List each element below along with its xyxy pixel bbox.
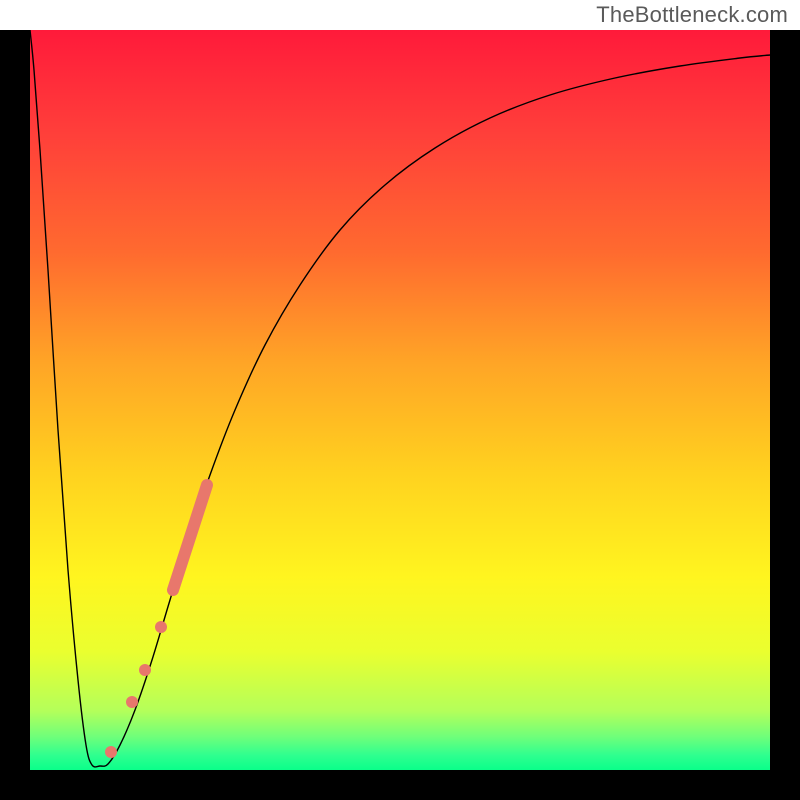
bottleneck-curve xyxy=(30,30,770,770)
marker-dot xyxy=(105,746,117,758)
curve-line xyxy=(30,30,770,767)
attribution-text: TheBottleneck.com xyxy=(596,2,788,28)
marker-dot xyxy=(155,621,167,633)
marker-dot xyxy=(126,696,138,708)
chart-frame: TheBottleneck.com xyxy=(0,0,800,800)
marker-layer xyxy=(105,485,207,758)
marker-thick-segment xyxy=(173,485,207,590)
attribution-bar: TheBottleneck.com xyxy=(0,0,800,30)
marker-dot xyxy=(139,664,151,676)
plot-area xyxy=(30,30,770,770)
